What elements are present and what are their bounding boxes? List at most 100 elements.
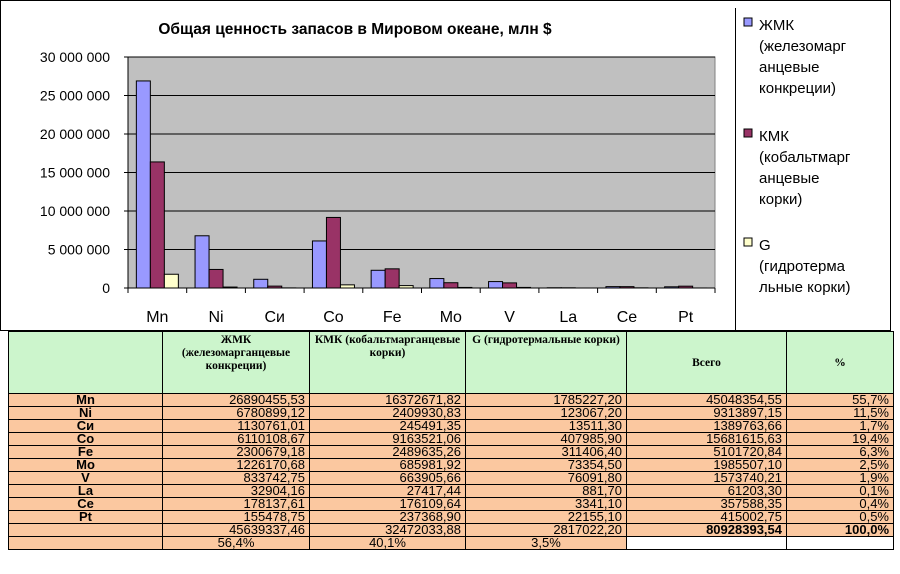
bar bbox=[163, 273, 179, 289]
header-cell-total: Всего bbox=[626, 331, 787, 394]
sum-cell bbox=[8, 523, 163, 537]
bars bbox=[135, 80, 708, 289]
sum-cell: 2817022,20 bbox=[465, 523, 627, 537]
x-tick-label: Mn bbox=[146, 309, 168, 326]
x-tick-label: Си bbox=[265, 309, 286, 326]
table-cell: 2,5% bbox=[786, 458, 894, 472]
table-cell: 245491,35 bbox=[309, 419, 466, 433]
row-label-cell: Mo bbox=[8, 458, 163, 472]
table-row: Ni 6780899,12 2409930,83 123067,20 9313897,1… bbox=[8, 406, 894, 420]
row-label-cell: V bbox=[8, 471, 163, 485]
row-label-cell: Ni bbox=[8, 406, 163, 420]
table-cell: 9163521,06 bbox=[309, 432, 466, 446]
table-cell: 6110108,67 bbox=[162, 432, 310, 446]
share-cell bbox=[8, 536, 163, 550]
legend-label: (кобальтмарг bbox=[759, 149, 851, 166]
table-row: Си 1130761,01 245491,35 13511,30 1389763,66 1… bbox=[8, 419, 894, 433]
x-tick-label: Ce bbox=[617, 309, 638, 326]
sum-cell: 45639337,46 bbox=[162, 523, 310, 537]
table-row: Pt 155478,75 237368,90 22155,10 415002,75 0,5… bbox=[8, 510, 894, 524]
legend-label: КМК bbox=[759, 128, 789, 145]
bar bbox=[208, 268, 224, 289]
table-row: Co 6110108,67 9163521,06 407985,90 15681615,… bbox=[8, 432, 894, 446]
table-cell: 1985507,10 bbox=[626, 458, 787, 472]
table-cell: 0,5% bbox=[786, 510, 894, 524]
bar bbox=[488, 281, 504, 289]
table-cell: 0,1% bbox=[786, 484, 894, 498]
bar bbox=[443, 282, 459, 289]
table-row: Fe 2300679,18 2489635,26 311406,40 5101720,8… bbox=[8, 445, 894, 459]
table-cell: 15681615,63 bbox=[626, 432, 787, 446]
table-cell: 45048354,55 bbox=[626, 393, 787, 407]
x-tick-label: Co bbox=[323, 309, 344, 326]
table-cell: 1,7% bbox=[786, 419, 894, 433]
table-cell: 13511,30 bbox=[465, 419, 627, 433]
table-cell: 11,5% bbox=[786, 406, 894, 420]
table-cell: 415002,75 bbox=[626, 510, 787, 524]
table-cell: 237368,90 bbox=[309, 510, 466, 524]
row-label-cell: Fe bbox=[8, 445, 163, 459]
table-cell: 357588,35 bbox=[626, 497, 787, 511]
table-cell: 76091,80 bbox=[465, 471, 627, 485]
row-label-cell: Си bbox=[8, 419, 163, 433]
table-cell: 407985,90 bbox=[465, 432, 627, 446]
table-cell: 5101720,84 bbox=[626, 445, 787, 459]
legend-swatch bbox=[743, 128, 753, 138]
table-cell: 881,70 bbox=[465, 484, 627, 498]
table-row: Mo 1226170,68 685981,92 73354,50 1985507,10 2… bbox=[8, 458, 894, 472]
table-cell: 73354,50 bbox=[465, 458, 627, 472]
row-label-cell: Co bbox=[8, 432, 163, 446]
sum-cell: 80928393,54 bbox=[626, 523, 787, 537]
share-cell: 3,5% bbox=[465, 536, 627, 550]
table-cell: 685981,92 bbox=[309, 458, 466, 472]
table-header-row: ЖМК (железомарганцевые конкреции) КМК (к… bbox=[8, 331, 894, 394]
row-label-cell: La bbox=[8, 484, 163, 498]
bar bbox=[429, 278, 445, 289]
table-cell: 123067,20 bbox=[465, 406, 627, 420]
table-cell: 176109,64 bbox=[309, 497, 466, 511]
bar bbox=[149, 161, 165, 289]
y-tick-label: 20 000 000 bbox=[40, 126, 110, 142]
table-cell: 19,4% bbox=[786, 432, 894, 446]
table-cell: 2489635,26 bbox=[309, 445, 466, 459]
y-tick-label: 30 000 000 bbox=[40, 49, 110, 65]
header-cell-percent: % bbox=[786, 331, 894, 394]
table-cell: 1785227,20 bbox=[465, 393, 627, 407]
table-row: Mn 26890455,53 16372671,82 1785227,20 450483… bbox=[8, 393, 894, 407]
y-tick-label: 10 000 000 bbox=[40, 203, 110, 219]
share-cell: 40,1% bbox=[309, 536, 466, 550]
table-cell: 32904,16 bbox=[162, 484, 310, 498]
chart-title: Общая ценность запасов в Мировом океане,… bbox=[158, 21, 552, 38]
legend-label: G bbox=[759, 237, 771, 254]
gridlines bbox=[128, 56, 715, 250]
share-cell: 56,4% bbox=[162, 536, 310, 550]
legend-label: корки) bbox=[759, 191, 802, 208]
x-tick-label: La bbox=[559, 309, 577, 326]
table-cell: 61203,30 bbox=[626, 484, 787, 498]
row-label-cell: Ce bbox=[8, 497, 163, 511]
table-cell: 663905,66 bbox=[309, 471, 466, 485]
legend-label: ЖМК bbox=[759, 17, 794, 34]
table-cell: 1573740,21 bbox=[626, 471, 787, 485]
table-cell: 6,3% bbox=[786, 445, 894, 459]
x-tick-label: Mo bbox=[440, 309, 462, 326]
header-cell-kmk: КМК (кобальтмарганцевые корки) bbox=[309, 331, 466, 394]
y-tick-label: 25 000 000 bbox=[40, 88, 110, 104]
row-label-cell: Mn bbox=[8, 393, 163, 407]
y-tick-label: 0 bbox=[102, 280, 110, 296]
sum-cell: 100,0% bbox=[786, 523, 894, 537]
table-cell: 2300679,18 bbox=[162, 445, 310, 459]
legend-label: льные корки) bbox=[759, 279, 851, 296]
row-label-cell: Pt bbox=[8, 510, 163, 524]
table-cell: 3341,10 bbox=[465, 497, 627, 511]
table-cell: 55,7% bbox=[786, 393, 894, 407]
share-cell bbox=[786, 536, 894, 550]
bar bbox=[311, 240, 327, 289]
table-cell: 0,4% bbox=[786, 497, 894, 511]
share-cell bbox=[626, 536, 787, 550]
table-cell: 26890455,53 bbox=[162, 393, 310, 407]
x-tick-label: Pt bbox=[678, 309, 694, 326]
legend-swatch bbox=[743, 237, 753, 247]
